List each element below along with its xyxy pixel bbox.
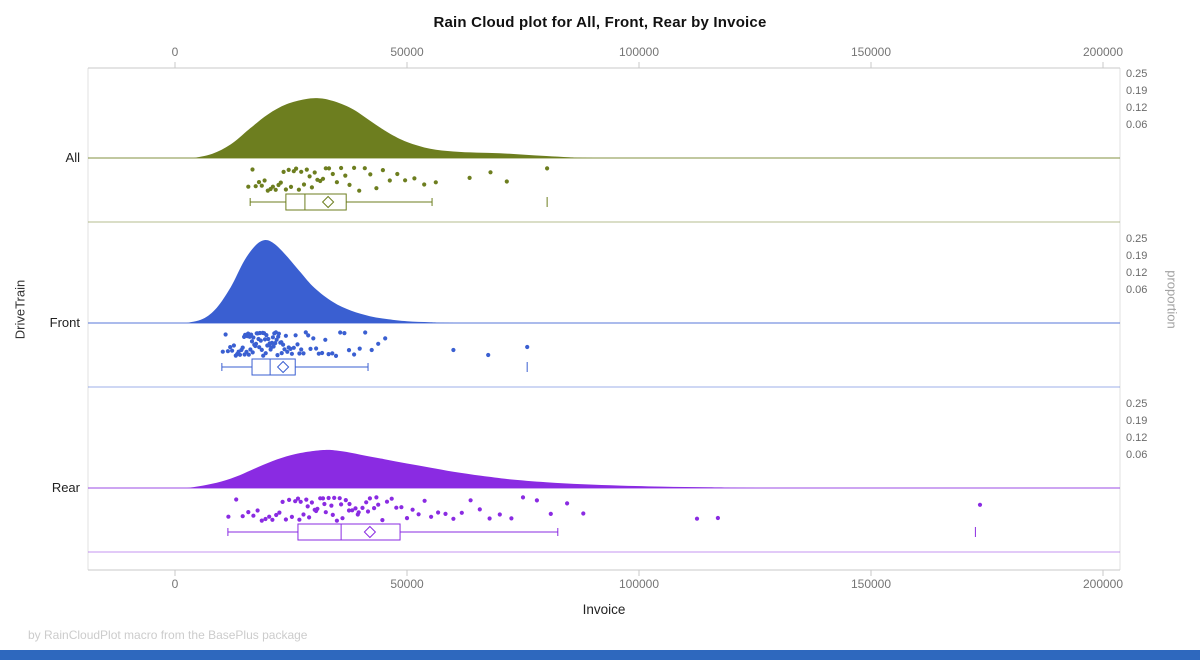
category-label-front: Front: [50, 315, 81, 330]
mean-diamond-rear: [363, 525, 377, 539]
chart-title: Rain Cloud plot for All, Front, Rear by …: [433, 14, 767, 31]
panel-front: 0.06 0.12 0.19 0.25 Front: [50, 233, 1147, 388]
category-label-all: All: [66, 150, 81, 165]
svg-text:100000: 100000: [619, 45, 659, 59]
svg-text:200000: 200000: [1083, 45, 1123, 59]
proportion-tick-label: 0.19: [1126, 85, 1147, 97]
svg-text:50000: 50000: [390, 45, 424, 59]
y-axis-label: DriveTrain: [12, 279, 28, 340]
raincloud-chart: 0 50000 100000 150000 200000 0 50000 100000 1500…: [50, 45, 1148, 591]
rain-points-front: [220, 330, 530, 358]
box-plot-front: [221, 358, 528, 376]
category-label-rear: Rear: [52, 480, 81, 495]
rain-points-rear: [226, 495, 983, 523]
proportion-tick-label: 0.19: [1126, 250, 1147, 262]
proportion-tick-label: 0.06: [1126, 119, 1147, 131]
panel-all: 0.06 0.12 0.19 0.25 All: [66, 68, 1147, 223]
box-plot-all: [249, 193, 548, 211]
proportion-tick-label: 0.25: [1126, 233, 1147, 245]
svg-text:50000: 50000: [390, 577, 424, 591]
density-cloud-all: [193, 98, 593, 158]
rain-points-all: [246, 165, 550, 193]
proportion-tick-label: 0.25: [1126, 398, 1147, 410]
svg-text:0: 0: [172, 45, 179, 59]
proportion-tick-label: 0.12: [1126, 267, 1147, 279]
svg-text:100000: 100000: [619, 577, 659, 591]
proportion-tick-label: 0.12: [1126, 102, 1147, 114]
proportion-tick-label: 0.12: [1126, 432, 1147, 444]
mean-diamond-all: [321, 195, 335, 209]
svg-text:150000: 150000: [851, 45, 891, 59]
box-plot-rear: [227, 523, 976, 541]
bottom-accent-bar: [0, 650, 1200, 660]
proportion-tick-label: 0.25: [1126, 68, 1147, 80]
x-axis-bottom: 0 50000 100000 150000 200000: [88, 569, 1123, 591]
svg-text:0: 0: [172, 577, 179, 591]
panel-rear: 0.06 0.12 0.19 0.25 Rear: [52, 398, 1147, 553]
y2-axis-label: proportion: [1164, 270, 1180, 329]
x-axis-label: Invoice: [582, 602, 626, 617]
proportion-tick-label: 0.06: [1126, 284, 1147, 296]
credit-text: by RainCloudPlot macro from the BasePlus…: [28, 628, 308, 642]
proportion-tick-label: 0.19: [1126, 415, 1147, 427]
svg-text:150000: 150000: [851, 577, 891, 591]
mean-diamond-front: [276, 360, 290, 374]
density-cloud-rear: [186, 449, 756, 488]
density-cloud-front: [186, 239, 454, 323]
plot-frame: [87, 68, 1121, 570]
proportion-tick-label: 0.06: [1126, 449, 1147, 461]
x-axis-top: 0 50000 100000 150000 200000: [88, 45, 1123, 69]
svg-text:200000: 200000: [1083, 577, 1123, 591]
